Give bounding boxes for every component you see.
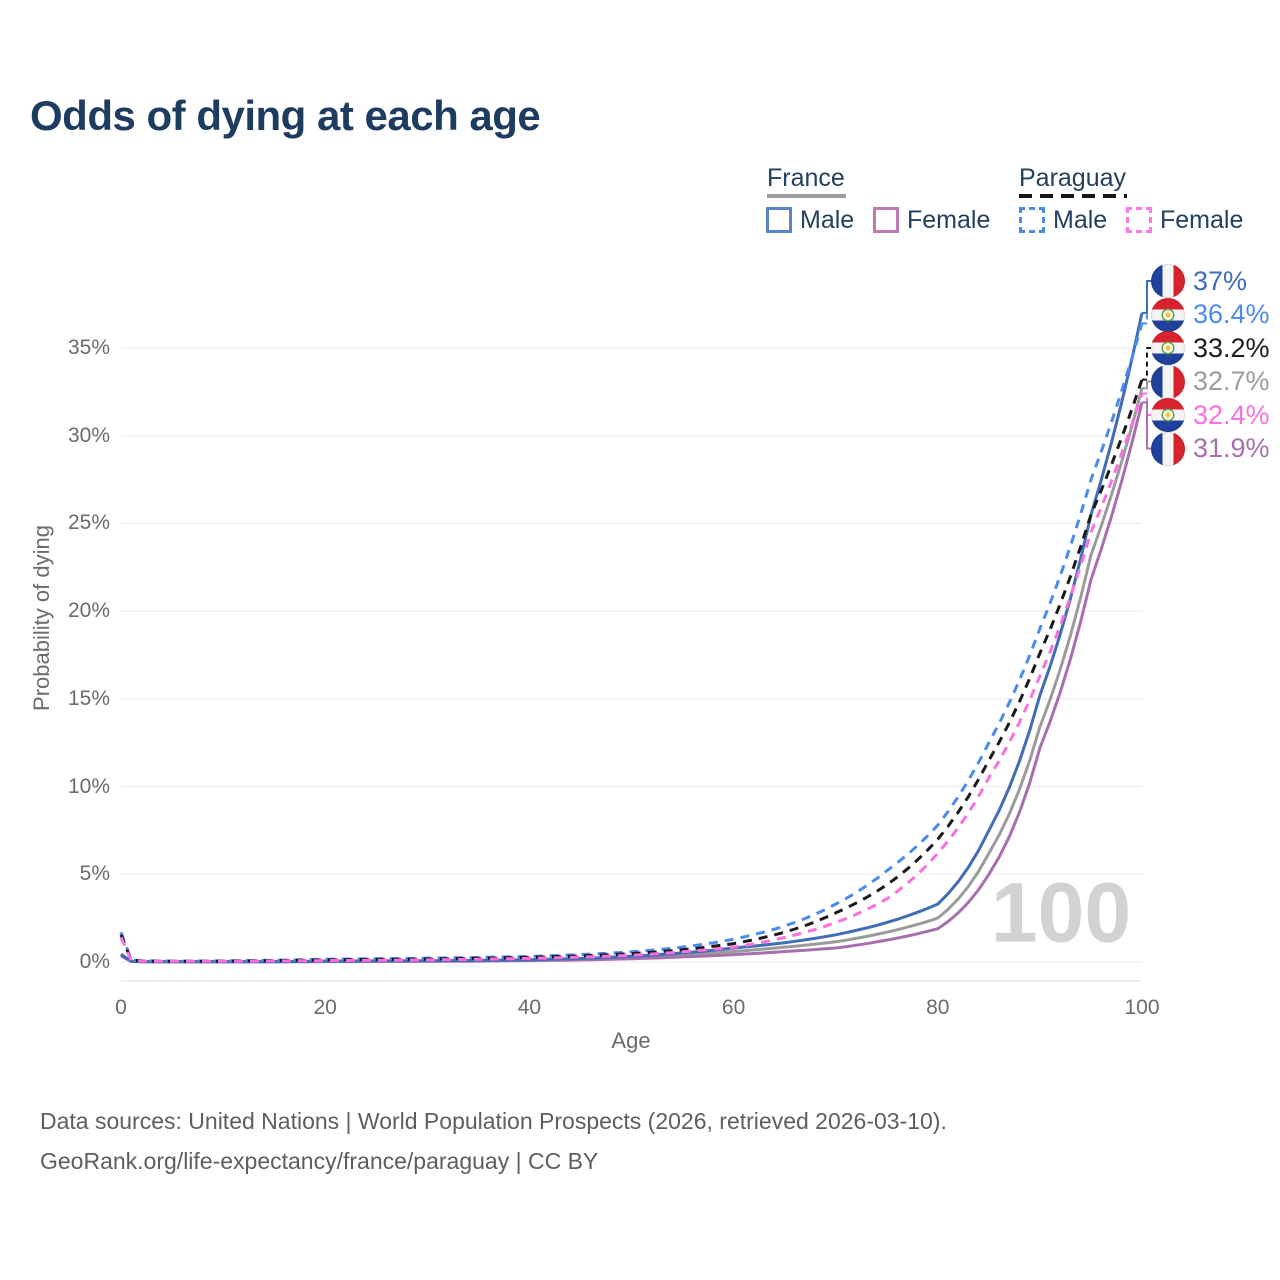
paraguay-line-style-sample — [1019, 194, 1127, 198]
y-tick-label: 10% — [67, 774, 110, 798]
x-tick-label: 100 — [1124, 996, 1160, 1019]
y-tick-label: 30% — [67, 423, 110, 447]
end-value-label: 31.9% — [1193, 433, 1270, 463]
france-flag-icon — [1151, 264, 1185, 298]
label-connector-paraguay_male — [1142, 313, 1151, 325]
y-tick-label: 20% — [67, 599, 110, 623]
legend-checkbox-france-female[interactable] — [873, 207, 899, 233]
series-end-label-paraguay_female: 32.4% — [1151, 398, 1270, 432]
series-line-paraguay_both — [119, 379, 1144, 963]
legend-group-title-paraguay: Paraguay — [1019, 164, 1127, 192]
label-connector-paraguay_female — [1142, 392, 1151, 416]
series-line-france_both — [120, 387, 1144, 964]
series-end-label-france_both: 32.7% — [1151, 364, 1270, 399]
x-axis-title: Age — [611, 1028, 651, 1053]
label-connector-paraguay_both — [1142, 347, 1151, 381]
france-flag-icon — [1151, 364, 1185, 399]
label-connector-france_both — [1142, 380, 1151, 390]
series-line-france_female — [120, 402, 1144, 964]
legend-label-paraguay-female: Female — [1160, 206, 1244, 234]
legend-group-title-france: France — [767, 164, 845, 192]
paraguay-emblem-icon — [1161, 341, 1175, 355]
end-value-label: 37% — [1193, 265, 1248, 296]
data-sources-text: Data sources: United Nations | World Pop… — [40, 1108, 947, 1134]
end-value-label: 32.7% — [1193, 366, 1270, 396]
legend-label-paraguay-male: Male — [1053, 206, 1108, 234]
paraguay-emblem-icon — [1161, 308, 1175, 321]
age-watermark: 100 — [990, 865, 1132, 960]
legend-checkbox-france-male[interactable] — [766, 207, 792, 233]
paraguay-emblem-icon — [1161, 408, 1175, 422]
series-end-label-france_male: 37% — [1151, 264, 1247, 298]
end-value-label: 32.4% — [1193, 399, 1270, 430]
paraguay-flag-icon — [1151, 331, 1185, 365]
y-tick-label: 5% — [79, 862, 110, 886]
legend-checkbox-paraguay-female[interactable] — [1126, 207, 1152, 233]
end-value-label: 36.4% — [1193, 299, 1270, 329]
series-line-paraguay_male — [119, 322, 1144, 963]
france-flag-icon — [1151, 431, 1185, 466]
series-line-paraguay_female — [119, 393, 1144, 963]
page-title: Odds of dying at each age — [30, 92, 541, 139]
end-value-label: 33.2% — [1193, 332, 1270, 363]
france-line-style-sample — [767, 194, 846, 198]
label-connector-france_male — [1142, 280, 1151, 314]
series-end-label-paraguay_male: 36.4% — [1151, 297, 1270, 332]
y-tick-label: 35% — [67, 336, 110, 359]
y-axis-title: Probability of dying — [29, 525, 54, 711]
legend-checkbox-paraguay-male[interactable] — [1019, 207, 1045, 233]
attribution-text: GeoRank.org/life-expectancy/france/parag… — [40, 1148, 599, 1174]
x-tick-label: 0 — [115, 996, 127, 1019]
y-tick-label: 25% — [67, 511, 110, 535]
x-tick-label: 60 — [721, 996, 746, 1019]
legend-label-france-female: Female — [907, 206, 991, 234]
x-tick-label: 80 — [926, 996, 950, 1019]
label-connector-france_female — [1142, 401, 1151, 450]
y-tick-label: 15% — [67, 686, 110, 710]
y-tick-label: 0% — [79, 950, 110, 973]
series-end-label-france_female: 31.9% — [1151, 431, 1270, 466]
series-line-france_male — [120, 312, 1144, 964]
paraguay-flag-icon — [1151, 398, 1185, 432]
legend-label-france-male: Male — [800, 206, 855, 234]
x-tick-label: 20 — [313, 996, 337, 1019]
x-tick-label: 40 — [517, 996, 542, 1019]
series-end-label-paraguay_both: 33.2% — [1151, 331, 1270, 365]
paraguay-flag-icon — [1151, 297, 1185, 332]
